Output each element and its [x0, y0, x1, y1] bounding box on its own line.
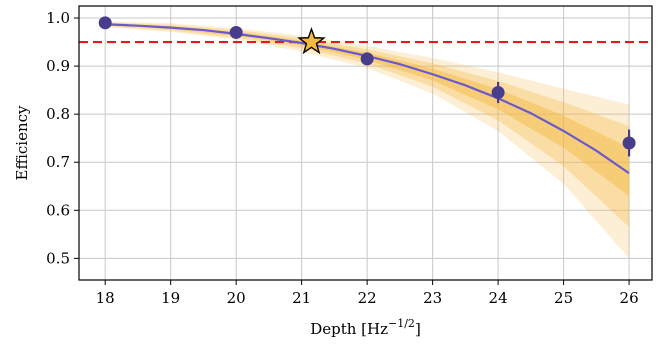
x-axis-unit-base: Hz — [367, 320, 388, 338]
y-tick-label: 0.5 — [46, 249, 70, 267]
data-points — [98, 16, 636, 157]
x-tick-label: 18 — [96, 289, 115, 307]
data-point — [622, 136, 636, 150]
x-tick-label: 20 — [227, 289, 246, 307]
grid — [79, 6, 652, 280]
y-tick-label: 0.6 — [46, 201, 70, 219]
x-axis-unit-close: ] — [415, 320, 421, 338]
y-tick-label: 1.0 — [46, 9, 70, 27]
data-point — [98, 16, 112, 30]
star-layer — [297, 26, 326, 55]
y-tick-label: 0.7 — [46, 153, 70, 171]
x-axis-title: Depth [Hz−1/2] — [310, 317, 421, 338]
star-marker — [297, 26, 326, 55]
y-axis-ticks: 0.5 0.6 0.7 0.8 0.9 1.0 — [46, 9, 79, 267]
y-tick-label: 0.9 — [46, 57, 70, 75]
x-tick-label: 19 — [161, 289, 180, 307]
data-point — [360, 52, 374, 66]
band-outer — [105, 21, 630, 259]
x-tick-label: 23 — [423, 289, 442, 307]
x-tick-label: 26 — [620, 289, 639, 307]
plot-frame — [78, 5, 653, 281]
y-tick-label: 0.8 — [46, 105, 70, 123]
x-tick-label: 24 — [489, 289, 508, 307]
x-tick-label: 25 — [554, 289, 573, 307]
x-axis-title-text: Depth — [310, 320, 357, 338]
x-tick-label: 21 — [292, 289, 311, 307]
x-axis-unit-open: [ — [361, 320, 367, 338]
x-tick-label: 22 — [358, 289, 377, 307]
x-axis-unit-exponent: −1/2 — [388, 317, 415, 330]
x-axis-ticks: 18 19 20 21 22 23 24 25 26 — [96, 280, 639, 307]
data-point — [229, 25, 243, 39]
y-axis-title: Efficiency — [13, 105, 31, 181]
data-point — [491, 86, 505, 100]
